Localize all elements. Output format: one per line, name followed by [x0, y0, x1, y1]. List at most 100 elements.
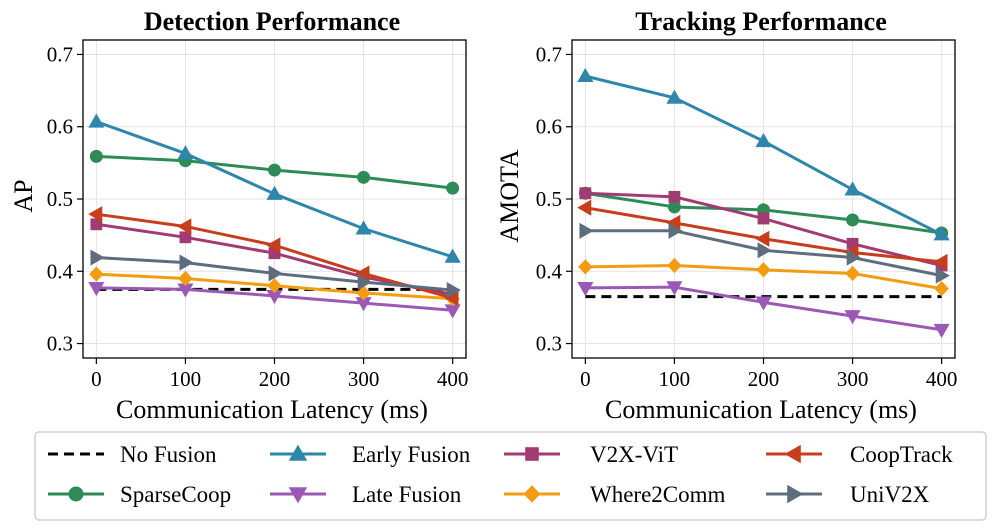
tracking-point-early-fusion: [666, 89, 683, 104]
tracking-xtick-label: 100: [659, 367, 691, 391]
detection-point-univ2x: [446, 282, 461, 299]
legend-entry-cooptrack: CoopTrack: [766, 442, 953, 467]
legend-marker-sparsecoop: [68, 486, 84, 502]
detection-point-early-fusion: [266, 185, 283, 200]
legend-label-where2comm: Where2Comm: [590, 482, 726, 507]
tracking-point-early-fusion: [933, 226, 950, 241]
legend-marker-where2comm: [523, 485, 541, 503]
tracking-ytick-label: 0.7: [536, 42, 562, 66]
tracking-point-early-fusion: [577, 67, 594, 83]
legend-swatch-univ2x: [766, 484, 822, 504]
tracking-point-univ2x: [579, 222, 594, 239]
tracking-point-where2comm: [578, 259, 593, 275]
detection-grid: [83, 40, 466, 358]
detection-point-cooptrack: [88, 206, 103, 223]
detection-point-sparsecoop: [357, 170, 371, 184]
tracking-series: [577, 67, 950, 339]
tracking-ytick-label: 0.4: [536, 259, 563, 283]
detection-xtick-label: 400: [437, 367, 469, 391]
detection-axes-frame: [82, 39, 467, 359]
tracking-series-cooptrack: [577, 199, 948, 270]
detection-point-univ2x: [268, 265, 283, 282]
legend-marker-late-fusion: [288, 487, 308, 504]
detection-point-where2comm: [267, 278, 282, 294]
detection-ytick-label: 0.7: [47, 42, 73, 66]
detection-ytick-label: 0.4: [47, 259, 74, 283]
legend-marker-v2x-vit: [525, 447, 539, 461]
detection-point-univ2x: [179, 254, 194, 271]
tracking-ytick-label: 0.3: [536, 332, 562, 356]
detection-ticks: 0 100 200 300 400 0.3 0.4 0.5 0.6 0.7: [47, 42, 469, 391]
detection-ytick-label: 0.5: [47, 187, 73, 211]
detection-point-cooptrack: [266, 237, 281, 254]
detection-point-where2comm: [89, 266, 104, 282]
tracking-point-v2x-vit: [668, 190, 681, 203]
detection-title: Detection Performance: [144, 7, 400, 36]
detection-point-sparsecoop: [268, 163, 281, 177]
detection-panel: Detection Performance Communication Late…: [9, 7, 468, 424]
detection-point-where2comm: [178, 270, 193, 287]
tracking-point-where2comm: [756, 262, 771, 278]
tracking-point-late-fusion: [666, 281, 683, 296]
legend-label-early-fusion: Early Fusion: [352, 442, 471, 467]
tracking-point-cooptrack: [755, 230, 770, 247]
detection-xtick-label: 100: [170, 367, 202, 391]
detection-ytick-label: 0.6: [47, 115, 73, 139]
tracking-point-late-fusion: [844, 310, 861, 325]
legend-swatch-cooptrack: [766, 444, 822, 464]
tracking-point-cooptrack: [933, 253, 948, 270]
legend-label-v2x-vit: V2X-ViT: [590, 442, 678, 467]
detection-ytick-label: 0.3: [47, 332, 73, 356]
tracking-point-early-fusion: [844, 181, 861, 196]
tracking-point-late-fusion: [577, 281, 594, 297]
tracking-point-univ2x: [757, 242, 772, 259]
tracking-point-v2x-vit: [579, 187, 592, 200]
legend-marker-univ2x: [787, 484, 804, 504]
tracking-xtick-label: 400: [926, 367, 958, 391]
detection-series-sparsecoop: [89, 149, 460, 195]
tracking-point-where2comm: [934, 280, 949, 297]
legend-entry-where2comm: Where2Comm: [504, 482, 726, 507]
tracking-xtick-label: 200: [748, 367, 780, 391]
tracking-series-early-fusion: [577, 67, 950, 241]
tracking-point-v2x-vit: [757, 212, 770, 225]
legend-label-sparsecoop: SparseCoop: [120, 482, 231, 507]
tracking-point-univ2x: [668, 222, 683, 239]
tracking-point-cooptrack: [577, 199, 592, 216]
detection-point-early-fusion: [444, 248, 461, 263]
detection-point-cooptrack: [177, 218, 192, 235]
tracking-ylabel: AMOTA: [495, 149, 524, 242]
detection-ylabel: AP: [9, 179, 38, 212]
tracking-xlabel: Communication Latency (ms): [605, 395, 917, 424]
legend-label-univ2x: UniV2X: [850, 482, 930, 507]
legend-entry-early-fusion: Early Fusion: [270, 442, 471, 467]
detection-point-late-fusion: [88, 281, 105, 297]
legend-entry-no-fusion: No Fusion: [48, 442, 217, 467]
detection-point-v2x-vit: [179, 231, 192, 244]
detection-point-early-fusion: [177, 145, 194, 160]
detection-xtick-label: 0: [91, 367, 102, 391]
tracking-ticks: 0 100 200 300 400 0.3 0.4 0.5 0.6 0.7: [536, 42, 958, 391]
legend-swatch-sparsecoop: [48, 486, 104, 502]
legend-entry-univ2x: UniV2X: [766, 482, 930, 507]
tracking-ytick-label: 0.5: [536, 187, 562, 211]
legend-entry-late-fusion: Late Fusion: [270, 482, 462, 507]
tracking-point-where2comm: [667, 257, 682, 274]
detection-point-early-fusion: [88, 113, 105, 128]
tracking-xtick-label: 300: [837, 367, 869, 391]
detection-point-v2x-vit: [90, 218, 103, 231]
detection-series-early-fusion: [88, 113, 461, 263]
legend: No Fusion Early Fusion V2X-ViT CoopTrack…: [34, 431, 987, 521]
detection-series: [88, 113, 461, 319]
tracking-series-where2comm: [578, 257, 949, 297]
legend-entry-sparsecoop: SparseCoop: [48, 482, 231, 507]
detection-xlabel: Communication Latency (ms): [116, 395, 428, 424]
tracking-point-late-fusion: [933, 323, 950, 339]
legend-swatch-v2x-vit: [504, 447, 560, 461]
tracking-point-univ2x: [846, 249, 861, 266]
tracking-point-early-fusion: [755, 132, 772, 148]
detection-point-sparsecoop: [446, 181, 460, 195]
tracking-point-sparsecoop: [667, 200, 681, 214]
detection-xtick-label: 200: [259, 367, 291, 391]
